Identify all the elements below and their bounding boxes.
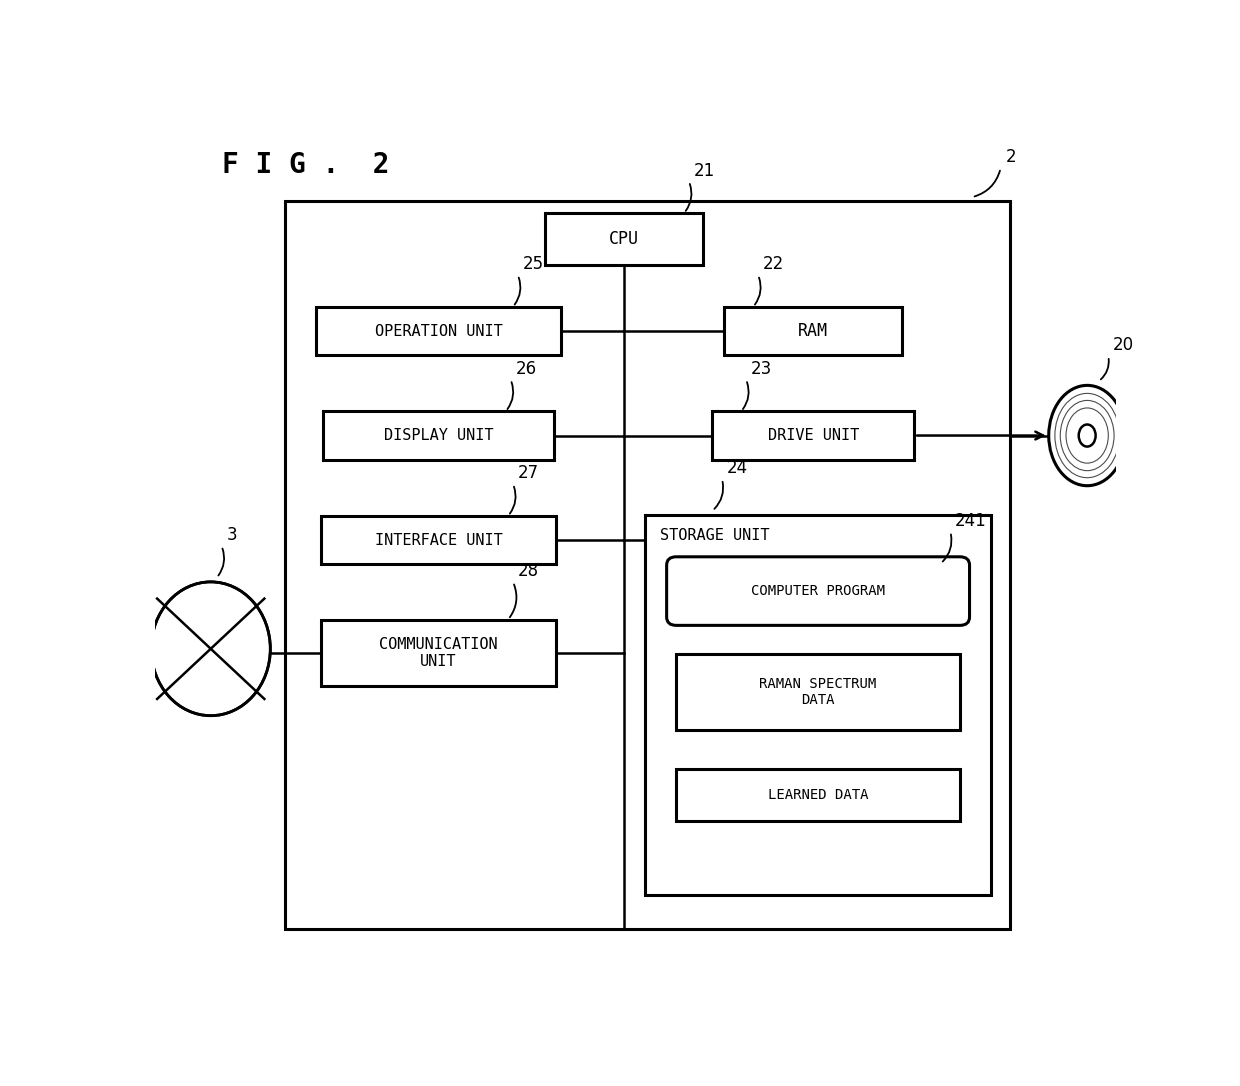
- Bar: [676, 769, 960, 821]
- Text: 21: 21: [693, 162, 715, 179]
- Bar: [544, 213, 703, 265]
- Ellipse shape: [1079, 425, 1096, 446]
- Text: DRIVE UNIT: DRIVE UNIT: [768, 428, 859, 443]
- Text: STORAGE UNIT: STORAGE UNIT: [660, 528, 769, 543]
- Text: 241: 241: [955, 512, 987, 530]
- Text: 25: 25: [522, 255, 543, 274]
- Text: 3: 3: [227, 527, 237, 544]
- Text: OPERATION UNIT: OPERATION UNIT: [374, 324, 502, 339]
- Bar: [321, 619, 557, 686]
- Bar: [321, 516, 557, 565]
- Bar: [324, 412, 554, 459]
- Bar: [676, 654, 960, 730]
- Bar: [285, 201, 1011, 929]
- Text: 22: 22: [763, 255, 784, 274]
- Text: 26: 26: [516, 359, 537, 378]
- Text: COMMUNICATION
UNIT: COMMUNICATION UNIT: [379, 636, 497, 669]
- Text: RAM: RAM: [799, 323, 828, 340]
- Text: 20: 20: [1114, 337, 1135, 354]
- Text: 27: 27: [518, 465, 539, 482]
- Text: RAMAN SPECTRUM
DATA: RAMAN SPECTRUM DATA: [759, 677, 877, 707]
- Ellipse shape: [151, 582, 270, 716]
- Text: DISPLAY UNIT: DISPLAY UNIT: [383, 428, 494, 443]
- Ellipse shape: [1049, 386, 1126, 485]
- Text: LEARNED DATA: LEARNED DATA: [768, 787, 868, 801]
- Text: CPU: CPU: [609, 230, 639, 248]
- Text: INTERFACE UNIT: INTERFACE UNIT: [374, 532, 502, 547]
- Text: 2: 2: [1006, 149, 1016, 166]
- Bar: [724, 306, 903, 355]
- Bar: [713, 412, 914, 459]
- Bar: [645, 515, 991, 896]
- Bar: [316, 306, 560, 355]
- Text: COMPUTER PROGRAM: COMPUTER PROGRAM: [751, 584, 885, 598]
- FancyBboxPatch shape: [667, 557, 970, 626]
- Text: 28: 28: [518, 563, 539, 580]
- Text: 24: 24: [727, 459, 748, 478]
- Text: F I G .  2: F I G . 2: [222, 151, 389, 179]
- Text: 23: 23: [751, 359, 773, 378]
